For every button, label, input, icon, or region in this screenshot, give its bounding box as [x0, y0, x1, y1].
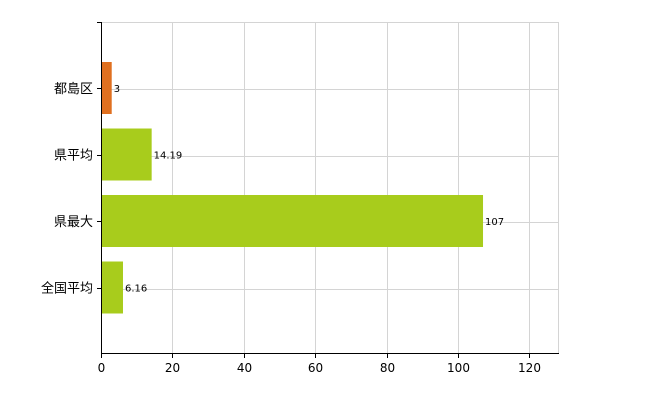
bars — [101, 62, 484, 314]
axes — [97, 22, 559, 358]
x-tick-label-3: 60 — [308, 361, 323, 375]
x-tick-label-5: 100 — [447, 361, 470, 375]
category-label-2: 県最大 — [54, 215, 93, 230]
x-tick-label-0: 0 — [98, 361, 106, 375]
grid-lines — [101, 22, 559, 353]
data-label-1: 14.19 — [154, 151, 183, 162]
data-label-3: 6.16 — [125, 284, 147, 295]
x-tick-label-6: 120 — [518, 361, 541, 375]
bar-1 — [101, 128, 152, 181]
category-label-3: 全国平均 — [41, 281, 93, 297]
bar-0 — [101, 62, 112, 114]
bar-3 — [101, 261, 123, 314]
x-tick-label-2: 40 — [237, 361, 252, 375]
data-label-2: 107 — [485, 217, 504, 228]
labels: 3 都島区 14.19 県平均 107 県最大 6.16 全国平均 0 20 40 60 80 100 12… — [41, 82, 541, 375]
category-label-0: 都島区 — [54, 82, 93, 97]
x-tick-label-4: 80 — [380, 361, 395, 375]
bar-2 — [101, 195, 484, 247]
x-tick-label-1: 20 — [165, 361, 180, 375]
category-label-1: 県平均 — [54, 149, 93, 164]
data-label-0: 3 — [114, 84, 120, 95]
